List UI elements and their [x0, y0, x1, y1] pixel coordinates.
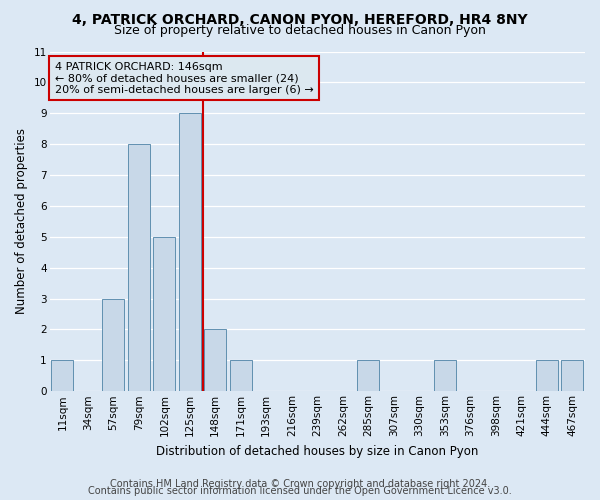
Text: 4 PATRICK ORCHARD: 146sqm
← 80% of detached houses are smaller (24)
20% of semi-: 4 PATRICK ORCHARD: 146sqm ← 80% of detac… [55, 62, 314, 95]
Bar [230, 360, 251, 392]
X-axis label: Distribution of detached houses by size in Canon Pyon: Distribution of detached houses by size … [156, 444, 478, 458]
Bar [536, 360, 557, 392]
Bar [179, 114, 200, 392]
Bar [128, 144, 149, 392]
Bar [52, 360, 73, 392]
Text: Contains public sector information licensed under the Open Government Licence v3: Contains public sector information licen… [88, 486, 512, 496]
Text: Contains HM Land Registry data © Crown copyright and database right 2024.: Contains HM Land Registry data © Crown c… [110, 479, 490, 489]
Bar [434, 360, 455, 392]
Bar [154, 237, 175, 392]
Bar [358, 360, 379, 392]
Bar [205, 330, 226, 392]
Y-axis label: Number of detached properties: Number of detached properties [15, 128, 28, 314]
Text: 4, PATRICK ORCHARD, CANON PYON, HEREFORD, HR4 8NY: 4, PATRICK ORCHARD, CANON PYON, HEREFORD… [72, 12, 528, 26]
Text: Size of property relative to detached houses in Canon Pyon: Size of property relative to detached ho… [114, 24, 486, 37]
Bar [103, 298, 124, 392]
Bar [562, 360, 583, 392]
